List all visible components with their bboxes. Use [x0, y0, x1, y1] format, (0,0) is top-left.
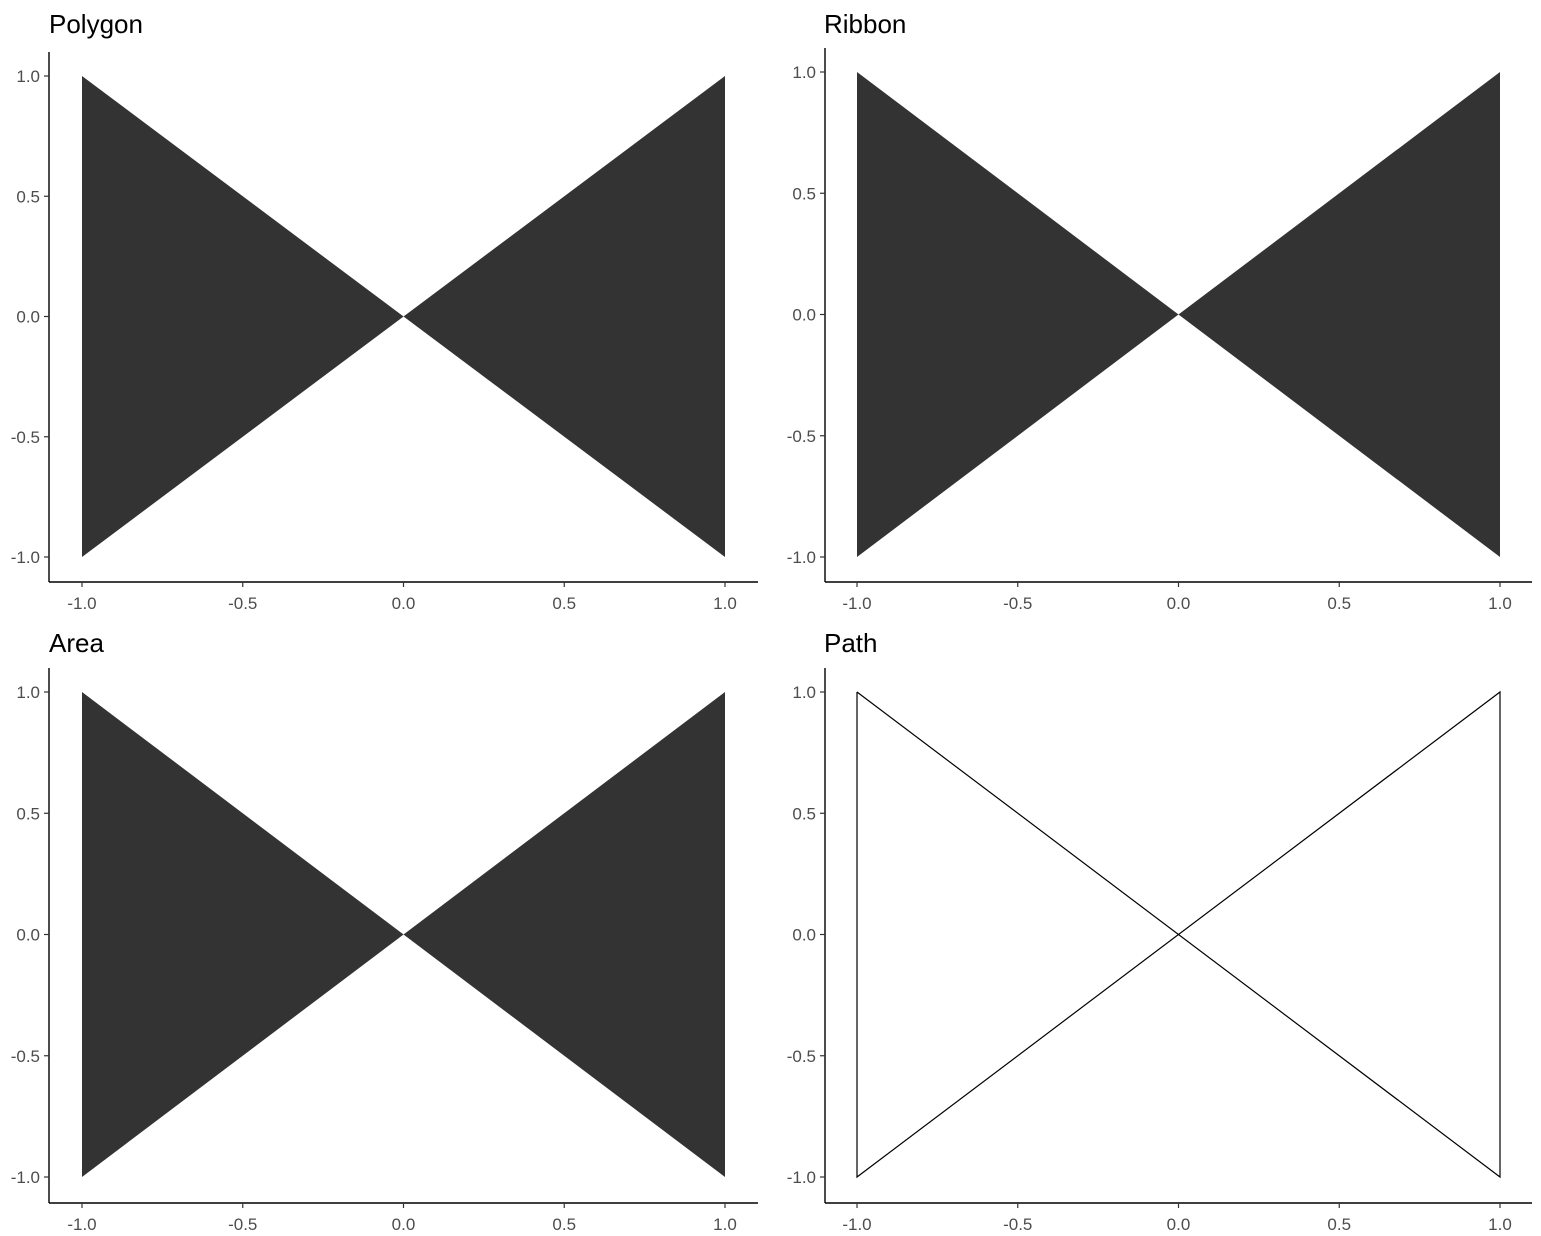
chart-panel-4: Path -1.0 -0.5 0.0 0.5 1.0 -1.0 -0.5 0.0 0.5 1.0 [787, 628, 1532, 1234]
x-tick-label: -0.5 [228, 1215, 257, 1234]
y-tick-label: 1.0 [16, 67, 40, 86]
y-tick-label: -1.0 [787, 548, 816, 567]
chart-panel-1: Polygon -1.0 -0.5 0.0 0.5 1.0 -1.0 -0.5 0.0 0.5 1.… [11, 9, 758, 613]
y-tick-label: 0.0 [16, 308, 40, 327]
panel-title: Path [824, 628, 878, 658]
x-tick-label: 1.0 [713, 594, 737, 613]
y-tick-label: 0.5 [16, 187, 40, 206]
y-tick-label: 0.5 [792, 804, 816, 823]
x-tick-label: 0.5 [1327, 594, 1351, 613]
x-tick-label: 0.0 [1167, 594, 1191, 613]
panel-title: Area [49, 628, 104, 658]
panel-title: Polygon [49, 9, 143, 39]
y-tick-label: -0.5 [11, 1047, 40, 1066]
panel-grid: Polygon -1.0 -0.5 0.0 0.5 1.0 -1.0 -0.5 0.0 0.5 1.… [11, 9, 1532, 1234]
bowtie-area-shape [82, 692, 725, 1177]
y-tick-label: 1.0 [792, 683, 816, 702]
x-tick-label: 0.0 [392, 594, 416, 613]
bowtie-area-shape [857, 72, 1500, 557]
chart-panel-2: Ribbon -1.0 -0.5 0.0 0.5 1.0 -1.0 -0.5 0.0 0.5 1.0 [787, 9, 1532, 613]
y-tick-label: -0.5 [11, 428, 40, 447]
x-tick-label: -0.5 [1003, 594, 1032, 613]
y-tick-label: -0.5 [787, 1047, 816, 1066]
y-tick-label: 0.0 [16, 926, 40, 945]
x-tick-label: 1.0 [713, 1215, 737, 1234]
x-tick-label: 0.5 [552, 594, 576, 613]
y-tick-label: -1.0 [11, 1168, 40, 1187]
y-tick-label: -1.0 [11, 548, 40, 567]
y-tick-label: 1.0 [16, 683, 40, 702]
panel-title: Ribbon [824, 9, 906, 39]
y-tick-label: 0.5 [792, 184, 816, 203]
y-tick-label: -1.0 [787, 1168, 816, 1187]
x-tick-label: -1.0 [842, 594, 871, 613]
x-tick-label: 1.0 [1488, 1215, 1512, 1234]
x-tick-label: 0.5 [552, 1215, 576, 1234]
y-tick-label: -0.5 [787, 427, 816, 446]
x-tick-label: 0.0 [392, 1215, 416, 1234]
x-tick-label: 0.5 [1327, 1215, 1351, 1234]
x-tick-label: -0.5 [1003, 1215, 1032, 1234]
y-tick-label: 1.0 [792, 63, 816, 82]
y-tick-label: 0.0 [792, 926, 816, 945]
x-tick-label: -0.5 [228, 594, 257, 613]
x-tick-label: 1.0 [1488, 594, 1512, 613]
bowtie-area-shape [82, 76, 725, 557]
x-tick-label: -1.0 [67, 1215, 96, 1234]
y-tick-label: 0.5 [16, 804, 40, 823]
chart-panel-3: Area -1.0 -0.5 0.0 0.5 1.0 -1.0 -0.5 0.0 0.5 1.0 [11, 628, 758, 1234]
x-tick-label: -1.0 [842, 1215, 871, 1234]
x-tick-label: -1.0 [67, 594, 96, 613]
x-tick-label: 0.0 [1167, 1215, 1191, 1234]
y-tick-label: 0.0 [792, 306, 816, 325]
bowtie-path-line [856, 690, 1501, 1179]
